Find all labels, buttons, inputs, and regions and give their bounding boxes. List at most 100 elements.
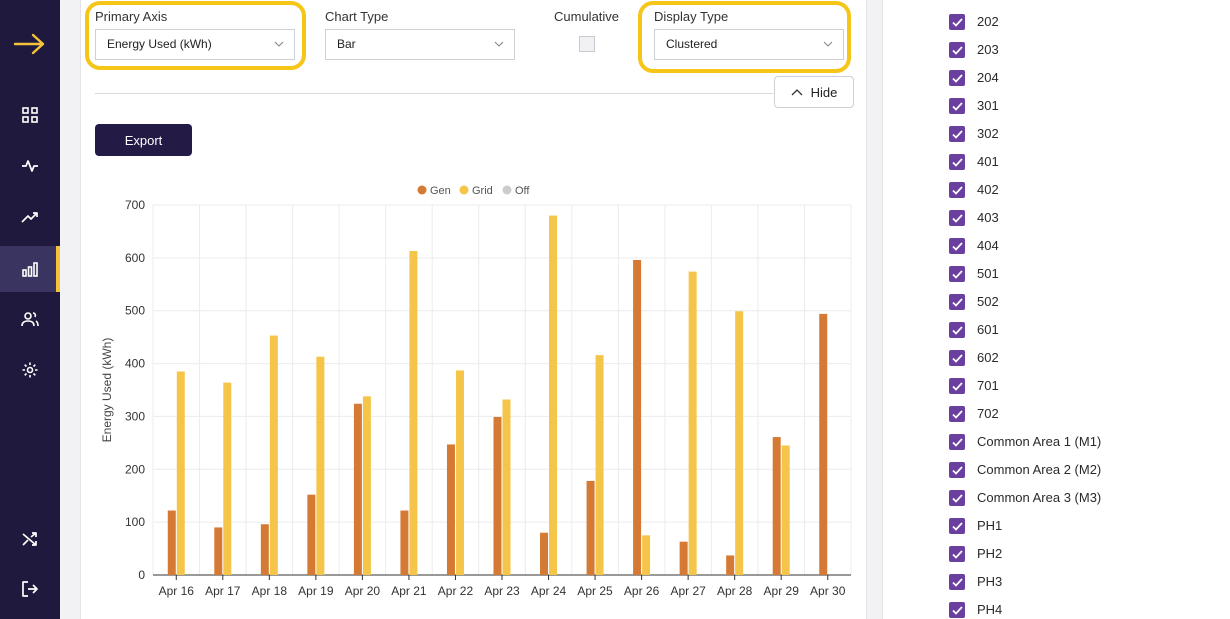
unit-checkbox[interactable] xyxy=(949,490,965,506)
hide-button[interactable]: Hide xyxy=(774,76,854,108)
bar-grid xyxy=(502,399,511,575)
unit-row[interactable]: 401 xyxy=(883,148,1230,176)
unit-checkbox[interactable] xyxy=(949,70,965,86)
unit-checkbox[interactable] xyxy=(949,182,965,198)
unit-row[interactable]: 501 xyxy=(883,260,1230,288)
unit-checkbox[interactable] xyxy=(949,14,965,30)
unit-row[interactable]: 702 xyxy=(883,400,1230,428)
legend-swatch xyxy=(502,185,512,195)
unit-checkbox[interactable] xyxy=(949,126,965,142)
unit-checkbox[interactable] xyxy=(949,462,965,478)
y-tick-label: 300 xyxy=(125,409,145,423)
unit-label: 301 xyxy=(977,98,999,113)
display-type-select[interactable]: Clustered xyxy=(654,29,844,60)
x-tick-label: Apr 24 xyxy=(531,584,567,598)
unit-row[interactable]: PH1 xyxy=(883,512,1230,540)
chevron-up-icon xyxy=(791,89,803,96)
legend-label: Grid xyxy=(472,185,493,197)
x-tick-label: Apr 30 xyxy=(810,584,846,598)
unit-row[interactable]: 202 xyxy=(883,8,1230,36)
bar-gen xyxy=(726,555,735,575)
bar-grid xyxy=(455,370,464,575)
bar-gen xyxy=(353,403,362,575)
unit-label: 501 xyxy=(977,266,999,281)
bar-chart-icon[interactable] xyxy=(0,246,60,292)
x-tick-label: Apr 21 xyxy=(391,584,427,598)
bar-grid xyxy=(688,271,697,575)
unit-row[interactable]: Common Area 3 (M3) xyxy=(883,484,1230,512)
chevron-down-icon xyxy=(823,41,833,47)
unit-checkbox[interactable] xyxy=(949,42,965,58)
unit-row[interactable]: 403 xyxy=(883,204,1230,232)
unit-checkbox[interactable] xyxy=(949,210,965,226)
export-button[interactable]: Export xyxy=(95,124,192,156)
unit-label: 403 xyxy=(977,210,999,225)
x-tick-label: Apr 16 xyxy=(159,584,195,598)
x-tick-label: Apr 18 xyxy=(252,584,288,598)
logo-arrow-icon[interactable] xyxy=(0,22,60,66)
unit-row[interactable]: PH2 xyxy=(883,540,1230,568)
bar-gen xyxy=(586,480,595,575)
unit-row[interactable]: PH4 xyxy=(883,596,1230,619)
unit-checkbox[interactable] xyxy=(949,294,965,310)
primary-axis-select[interactable]: Energy Used (kWh) xyxy=(95,29,295,60)
unit-row[interactable]: 602 xyxy=(883,344,1230,372)
unit-checkbox[interactable] xyxy=(949,378,965,394)
display-type-highlight xyxy=(638,1,851,73)
trending-icon[interactable] xyxy=(0,194,60,240)
unit-checkbox[interactable] xyxy=(949,602,965,618)
unit-row[interactable]: 701 xyxy=(883,372,1230,400)
x-tick-label: Apr 17 xyxy=(205,584,241,598)
unit-label: Common Area 3 (M3) xyxy=(977,490,1102,505)
unit-label: PH4 xyxy=(977,602,1003,617)
unit-label: 204 xyxy=(977,70,999,85)
bar-grid xyxy=(223,382,232,575)
chevron-down-icon xyxy=(494,41,504,47)
chart-type-select[interactable]: Bar xyxy=(325,29,515,60)
unit-checkbox[interactable] xyxy=(949,350,965,366)
bar-gen xyxy=(260,524,269,575)
unit-row[interactable]: 302 xyxy=(883,120,1230,148)
logout-icon[interactable] xyxy=(0,566,60,612)
unit-row[interactable]: 204 xyxy=(883,64,1230,92)
unit-row[interactable]: PH3 xyxy=(883,568,1230,596)
dashboard-grid-icon[interactable] xyxy=(0,92,60,138)
unit-checkbox[interactable] xyxy=(949,434,965,450)
unit-row[interactable]: 402 xyxy=(883,176,1230,204)
bar-grid xyxy=(269,335,278,575)
bar-grid xyxy=(595,355,604,575)
unit-row[interactable]: 601 xyxy=(883,316,1230,344)
unit-checkbox[interactable] xyxy=(949,98,965,114)
unit-label: PH1 xyxy=(977,518,1003,533)
unit-checkbox[interactable] xyxy=(949,266,965,282)
y-tick-label: 600 xyxy=(125,251,145,265)
primary-axis-value: Energy Used (kWh) xyxy=(107,37,212,51)
unit-row[interactable]: 203 xyxy=(883,36,1230,64)
unit-label: 203 xyxy=(977,42,999,57)
activity-icon[interactable] xyxy=(0,143,60,189)
unit-checkbox[interactable] xyxy=(949,154,965,170)
unit-label: 502 xyxy=(977,294,999,309)
legend-swatch xyxy=(417,185,427,195)
shuffle-icon[interactable] xyxy=(0,516,60,562)
unit-checkbox[interactable] xyxy=(949,546,965,562)
bar-gen xyxy=(540,532,549,575)
unit-checkbox[interactable] xyxy=(949,574,965,590)
unit-checkbox[interactable] xyxy=(949,406,965,422)
settings-icon[interactable] xyxy=(0,347,60,393)
primary-axis-label: Primary Axis xyxy=(95,9,168,24)
cumulative-checkbox[interactable] xyxy=(579,36,595,52)
unit-row[interactable]: Common Area 2 (M2) xyxy=(883,456,1230,484)
unit-row[interactable]: Common Area 1 (M1) xyxy=(883,428,1230,456)
unit-row[interactable]: 404 xyxy=(883,232,1230,260)
bar-gen xyxy=(493,416,502,575)
bar-grid xyxy=(735,311,744,575)
unit-checkbox[interactable] xyxy=(949,238,965,254)
primary-axis-highlight xyxy=(85,1,306,70)
unit-checkbox[interactable] xyxy=(949,322,965,338)
unit-row[interactable]: 301 xyxy=(883,92,1230,120)
bar-gen xyxy=(214,527,223,575)
unit-row[interactable]: 502 xyxy=(883,288,1230,316)
users-icon[interactable] xyxy=(0,296,60,342)
unit-checkbox[interactable] xyxy=(949,518,965,534)
